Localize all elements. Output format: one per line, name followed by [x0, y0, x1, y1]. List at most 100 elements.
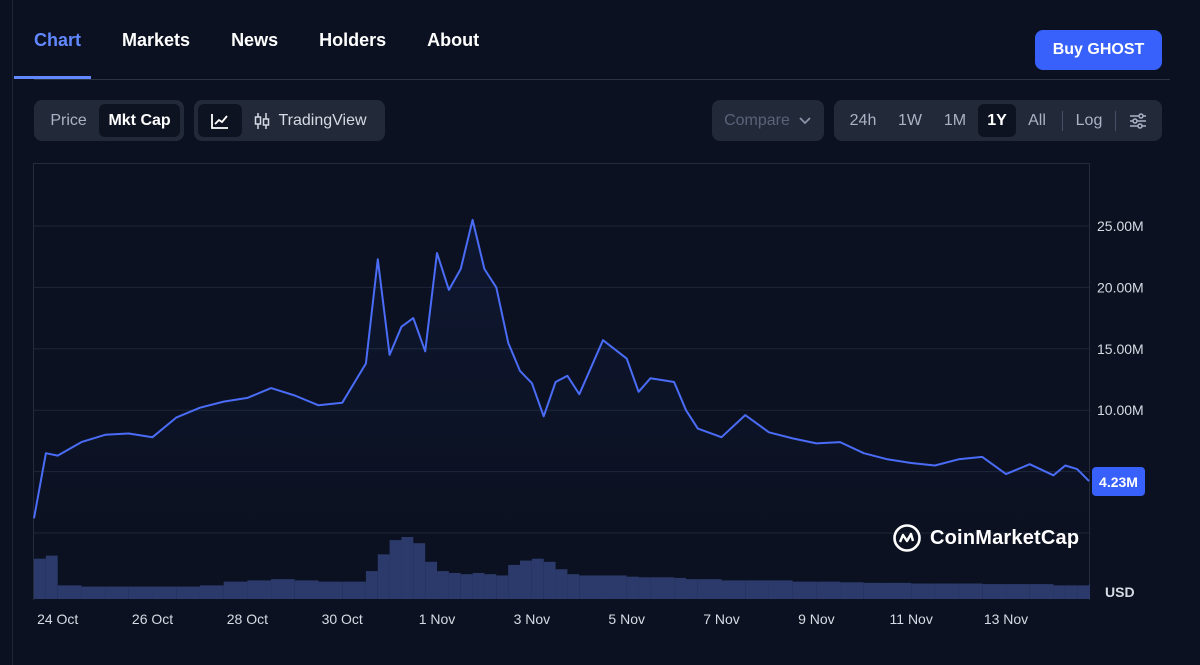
- volume-bar: [685, 579, 698, 599]
- y-tick-label: 10.00M: [1097, 402, 1144, 418]
- range-1w[interactable]: 1W: [898, 111, 922, 129]
- line-chart-button[interactable]: [198, 104, 242, 137]
- line-chart-icon: [211, 113, 228, 129]
- candlestick-icon: [255, 112, 270, 129]
- tab-divider: [34, 79, 1170, 80]
- volume-bar: [674, 577, 686, 599]
- range-selector: 24h 1W 1M 1Y All Log: [834, 100, 1162, 141]
- log-toggle[interactable]: Log: [1075, 111, 1103, 129]
- tab-chart[interactable]: Chart: [13, 0, 92, 80]
- y-tick-label: 20.00M: [1097, 279, 1144, 295]
- mktcap-toggle[interactable]: Mkt Cap: [99, 104, 180, 137]
- volume-bar: [425, 561, 438, 599]
- x-tick-label: 26 Oct: [132, 611, 173, 627]
- volume-bar: [294, 580, 319, 599]
- compare-dropdown[interactable]: Compare: [712, 100, 824, 141]
- range-24h[interactable]: 24h: [849, 111, 877, 129]
- volume-bar: [887, 582, 912, 599]
- volume-bar: [176, 586, 200, 599]
- volume-bar: [1089, 583, 1090, 599]
- current-value-badge: 4.23M: [1092, 467, 1145, 496]
- volume-bar: [271, 579, 295, 599]
- volume-bar: [342, 581, 366, 599]
- x-tick-label: 9 Nov: [798, 611, 835, 627]
- volume-bar: [377, 554, 390, 599]
- volume-bar: [602, 575, 627, 599]
- range-divider: [1062, 110, 1063, 131]
- volume-bar: [437, 571, 449, 599]
- volume-bar: [579, 575, 603, 599]
- volume-bar: [223, 581, 248, 599]
- tab-bar: Chart Markets News Holders About: [13, 0, 520, 80]
- currency-label: USD: [1105, 584, 1135, 600]
- market-cap-area: [34, 219, 1089, 533]
- volume-bar: [365, 571, 378, 599]
- volume-bar: [934, 583, 959, 599]
- volume-bar: [840, 582, 864, 599]
- chart-plot-area[interactable]: [33, 163, 1090, 600]
- volume-bar: [567, 574, 580, 599]
- y-axis-labels: 10.00M 15.00M 20.00M 25.00M: [1097, 218, 1144, 418]
- coinmarketcap-watermark: CoinMarketCap: [892, 523, 1079, 553]
- coinmarketcap-logo-icon: [893, 524, 921, 552]
- chart-settings-button[interactable]: [1120, 104, 1156, 137]
- x-tick-label: 13 Nov: [984, 611, 1028, 627]
- range-1m[interactable]: 1M: [943, 111, 967, 129]
- x-tick-label: 24 Oct: [37, 611, 78, 627]
- volume-bar: [389, 540, 402, 599]
- x-tick-label: 7 Nov: [703, 611, 740, 627]
- volume-bar: [1006, 584, 1030, 599]
- tab-about[interactable]: About: [427, 29, 480, 50]
- watermark-text: CoinMarketCap: [930, 526, 1080, 549]
- volume-bar: [745, 580, 769, 599]
- volume-bar: [81, 586, 106, 599]
- volume-bar: [247, 580, 272, 599]
- volume-bar: [958, 583, 983, 599]
- volume-bar: [318, 581, 343, 599]
- buy-ghost-button[interactable]: Buy GHOST: [1035, 30, 1162, 70]
- tab-markets[interactable]: Markets: [122, 29, 191, 50]
- x-tick-label: 1 Nov: [419, 611, 456, 627]
- volume-bar: [638, 577, 651, 599]
- volume-bar: [199, 585, 224, 599]
- metric-toggle: Price Mkt Cap: [34, 100, 184, 141]
- volume-bar: [911, 583, 935, 599]
- sliders-icon: [1130, 112, 1146, 129]
- volume-bar: [472, 572, 485, 599]
- price-toggle[interactable]: Price: [50, 111, 87, 129]
- range-all[interactable]: All: [1028, 111, 1046, 129]
- volume-bar: [531, 558, 544, 599]
- volume-bar: [152, 586, 177, 599]
- chart-panel: [12, 0, 1200, 665]
- tab-holders[interactable]: Holders: [319, 29, 387, 50]
- volume-bar: [105, 586, 129, 599]
- chart-style-toggle: TradingView: [194, 100, 385, 141]
- tab-news[interactable]: News: [231, 29, 279, 50]
- y-tick-label: 25.00M: [1097, 218, 1144, 234]
- volume-bar: [1053, 585, 1066, 599]
- volume-bar: [626, 576, 639, 599]
- volume-bar: [34, 558, 46, 599]
- tradingview-button[interactable]: TradingView: [242, 104, 378, 137]
- x-tick-label: 3 Nov: [514, 611, 551, 627]
- volume-bar: [1029, 584, 1054, 599]
- volume-bar: [555, 569, 568, 599]
- volume-bar: [128, 586, 153, 599]
- volume-bars: [34, 537, 1090, 599]
- volume-bar: [982, 584, 1007, 599]
- volume-bar: [496, 575, 509, 599]
- x-tick-label: 5 Nov: [608, 611, 645, 627]
- volume-bar: [45, 555, 58, 599]
- volume-bar: [650, 577, 675, 599]
- volume-bar: [697, 579, 722, 599]
- settings-divider: [1115, 110, 1116, 131]
- range-1y[interactable]: 1Y: [978, 104, 1016, 137]
- market-cap-line: [33, 218, 1090, 519]
- volume-bar: [721, 580, 746, 599]
- volume-bar: [448, 572, 461, 599]
- volume-bar: [413, 543, 426, 599]
- volume-bar: [508, 564, 521, 599]
- volume-bar: [816, 581, 841, 599]
- volume-bar: [520, 560, 532, 599]
- y-tick-label: 15.00M: [1097, 341, 1144, 357]
